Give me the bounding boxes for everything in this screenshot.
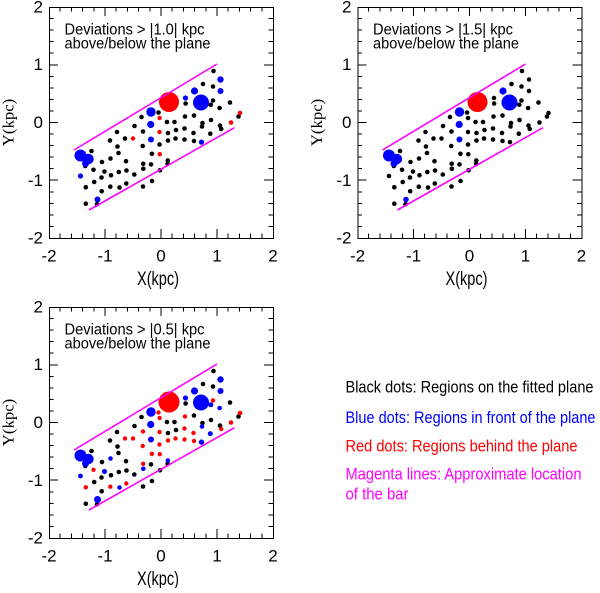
svg-text:0: 0 [342,113,351,132]
svg-text:-2: -2 [336,229,351,248]
svg-text:1: 1 [212,547,221,566]
svg-text:2: 2 [342,0,351,17]
svg-text:2: 2 [268,247,277,266]
svg-text:-2: -2 [41,547,56,566]
svg-text:-1: -1 [97,247,112,266]
svg-text:1: 1 [34,355,43,374]
svg-text:-2: -2 [350,247,365,266]
svg-text:0: 0 [34,113,43,132]
svg-text:0: 0 [465,247,474,266]
svg-text:-2: -2 [41,247,56,266]
svg-text:Black dots: Regions on the fit: Black dots: Regions on the fitted plane [346,379,594,397]
svg-text:Deviations > |0.5| kpc: Deviations > |0.5| kpc [65,322,205,339]
svg-text:-2: -2 [28,229,43,248]
svg-text:1: 1 [212,247,221,266]
svg-text:1: 1 [342,55,351,74]
svg-text:Y(kpc): Y(kpc) [1,99,18,147]
svg-text:-1: -1 [97,547,112,566]
svg-text:-1: -1 [28,471,43,490]
svg-text:Y(kpc): Y(kpc) [1,399,18,447]
svg-text:Y(kpc): Y(kpc) [309,99,326,147]
svg-text:-2: -2 [28,529,43,548]
svg-text:2: 2 [268,547,277,566]
svg-text:above/below the plane: above/below the plane [373,36,519,53]
svg-text:-1: -1 [406,247,421,266]
svg-text:2: 2 [577,247,586,266]
svg-text:X(kpc): X(kpc) [137,569,179,588]
svg-text:1: 1 [521,247,530,266]
svg-text:above/below the plane: above/below the plane [65,336,211,353]
svg-text:X(kpc): X(kpc) [137,269,179,290]
svg-text:Red dots: Regions behind the p: Red dots: Regions behind the plane [346,438,578,456]
svg-text:0: 0 [34,413,43,432]
svg-text:of the bar: of the bar [346,486,409,504]
svg-text:-1: -1 [336,171,351,190]
svg-text:above/below the plane: above/below the plane [65,36,211,53]
svg-text:Deviations > |1.0| kpc: Deviations > |1.0| kpc [65,22,205,39]
svg-text:0: 0 [156,247,165,266]
svg-text:Blue dots: Regions in front of: Blue dots: Regions in front of the plane [346,409,596,427]
svg-text:Deviations > |1.5| kpc: Deviations > |1.5| kpc [373,22,513,39]
svg-text:2: 2 [34,0,43,17]
svg-text:0: 0 [156,547,165,566]
svg-text:1: 1 [34,55,43,74]
svg-text:2: 2 [34,298,43,317]
svg-text:-1: -1 [28,171,43,190]
svg-text:X(kpc): X(kpc) [446,269,488,290]
svg-text:Magenta lines: Approximate loc: Magenta lines: Approximate location [346,466,582,484]
